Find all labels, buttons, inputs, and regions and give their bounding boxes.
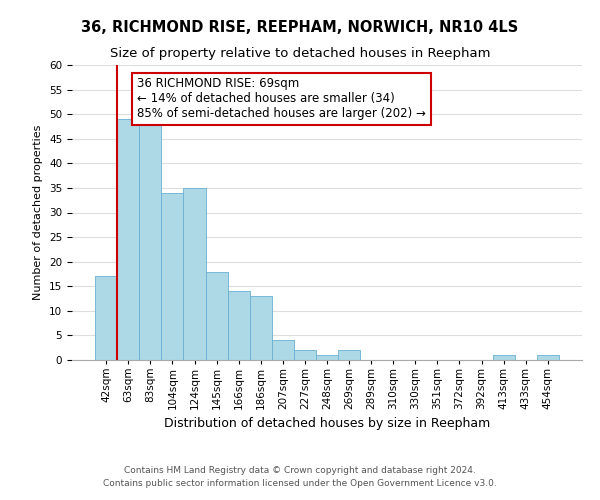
Bar <box>294 350 316 360</box>
X-axis label: Distribution of detached houses by size in Reepham: Distribution of detached houses by size … <box>164 418 490 430</box>
Bar <box>161 193 184 360</box>
Bar <box>184 188 206 360</box>
Bar <box>316 355 338 360</box>
Bar <box>537 355 559 360</box>
Bar <box>250 296 272 360</box>
Bar <box>272 340 294 360</box>
Bar <box>95 276 117 360</box>
Bar <box>117 119 139 360</box>
Y-axis label: Number of detached properties: Number of detached properties <box>34 125 43 300</box>
Text: Contains HM Land Registry data © Crown copyright and database right 2024.
Contai: Contains HM Land Registry data © Crown c… <box>103 466 497 487</box>
Bar <box>338 350 360 360</box>
Text: 36 RICHMOND RISE: 69sqm
← 14% of detached houses are smaller (34)
85% of semi-de: 36 RICHMOND RISE: 69sqm ← 14% of detache… <box>137 78 426 120</box>
Bar <box>139 124 161 360</box>
Bar <box>227 291 250 360</box>
Text: Size of property relative to detached houses in Reepham: Size of property relative to detached ho… <box>110 48 490 60</box>
Text: 36, RICHMOND RISE, REEPHAM, NORWICH, NR10 4LS: 36, RICHMOND RISE, REEPHAM, NORWICH, NR1… <box>82 20 518 35</box>
Bar <box>206 272 227 360</box>
Bar <box>493 355 515 360</box>
